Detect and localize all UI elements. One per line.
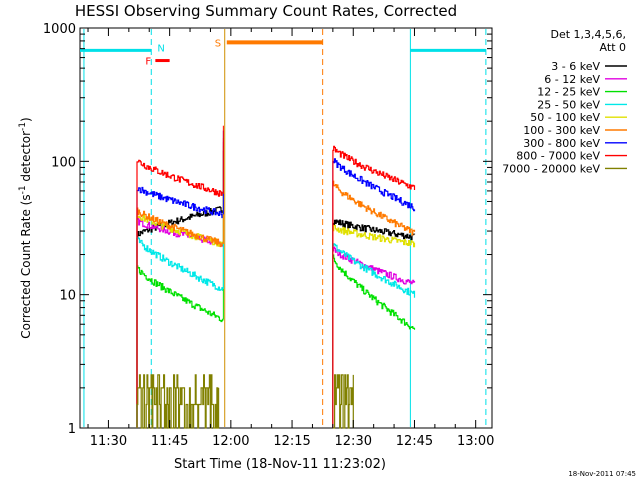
x-tick-label: 12:30 [335,434,372,449]
x-tick-label: 12:45 [396,434,433,449]
plot-frame [79,27,493,429]
y-axis-label: Corrected Count Rate (s-1 detector-1) [18,117,33,338]
series-line-7-b [332,145,416,428]
series-line-6-a [136,186,224,428]
series-line-1-a [136,217,224,428]
series-line-1-b [332,246,416,428]
y-axis-label-sup1: -1 [18,185,28,194]
legend-label: 25 - 50 keV [537,98,600,111]
legend-header-line-2: Att 0 [600,41,626,54]
series-line-8-a [136,374,220,429]
series-line-5-a [136,207,224,428]
series-line-3-a [136,237,224,428]
series-line-7-a [136,159,224,428]
series-line-0-a [136,206,224,428]
legend-label: 7000 - 20000 keV [502,162,600,175]
x-tick-label: 11:45 [151,434,188,449]
y-tick-label: 100 [51,155,76,170]
x-tick-label: 13:00 [457,434,494,449]
legend-label: 3 - 6 keV [551,60,600,73]
legend-label: 12 - 25 keV [537,86,600,99]
data-series [136,125,416,429]
series-line-8-b [332,374,354,429]
y-axis-label-sup2: -1 [18,122,28,131]
y-axis-label-main: Corrected Count Rate (s [19,194,33,338]
y-axis-label-end: ) [19,117,33,122]
y-tick-label: 10 [59,289,76,304]
series-line-2-a [136,265,224,428]
timestamp: 18-Nov-2011 07:45 [568,470,636,478]
series-line-6-b [332,158,416,428]
x-axis-label: Start Time (18-Nov-11 11:23:02) [174,457,386,472]
night-flag-label: N [157,43,164,54]
x-tick-label: 11:30 [90,434,127,449]
y-tick-label: 1 [68,422,76,437]
sunlight-flag-label: S [215,38,221,49]
series-line-5-b [332,180,416,428]
legend-label: 800 - 7000 keV [516,150,600,163]
legend-label: 50 - 100 keV [530,111,600,124]
series-line-0-b [332,219,416,428]
series-line-3-b [332,243,416,428]
legend-header-line-1: Det 1,3,4,5,6, [550,28,626,41]
axis-ticks: 11:30 11:45 12:00 12:15 12:30 12:45 13:00 1 10 10… [43,22,495,449]
series-line-2-b [332,254,416,428]
y-axis-label-mid: detector [19,131,33,186]
x-tick-label: 12:15 [273,434,310,449]
x-tick-label: 12:00 [212,434,249,449]
plot-area [79,27,493,429]
flag-bars: FN S [80,29,487,427]
series-line-4-b [332,224,416,428]
chart-title: HESSI Observing Summary Count Rates, Cor… [75,2,457,20]
y-tick-label: 1000 [43,22,76,37]
legend-label: 300 - 800 keV [523,137,600,150]
legend-label: 100 - 300 keV [523,124,600,137]
legend-label: 6 - 12 keV [544,73,600,86]
flare-flag-label: F [145,57,151,68]
